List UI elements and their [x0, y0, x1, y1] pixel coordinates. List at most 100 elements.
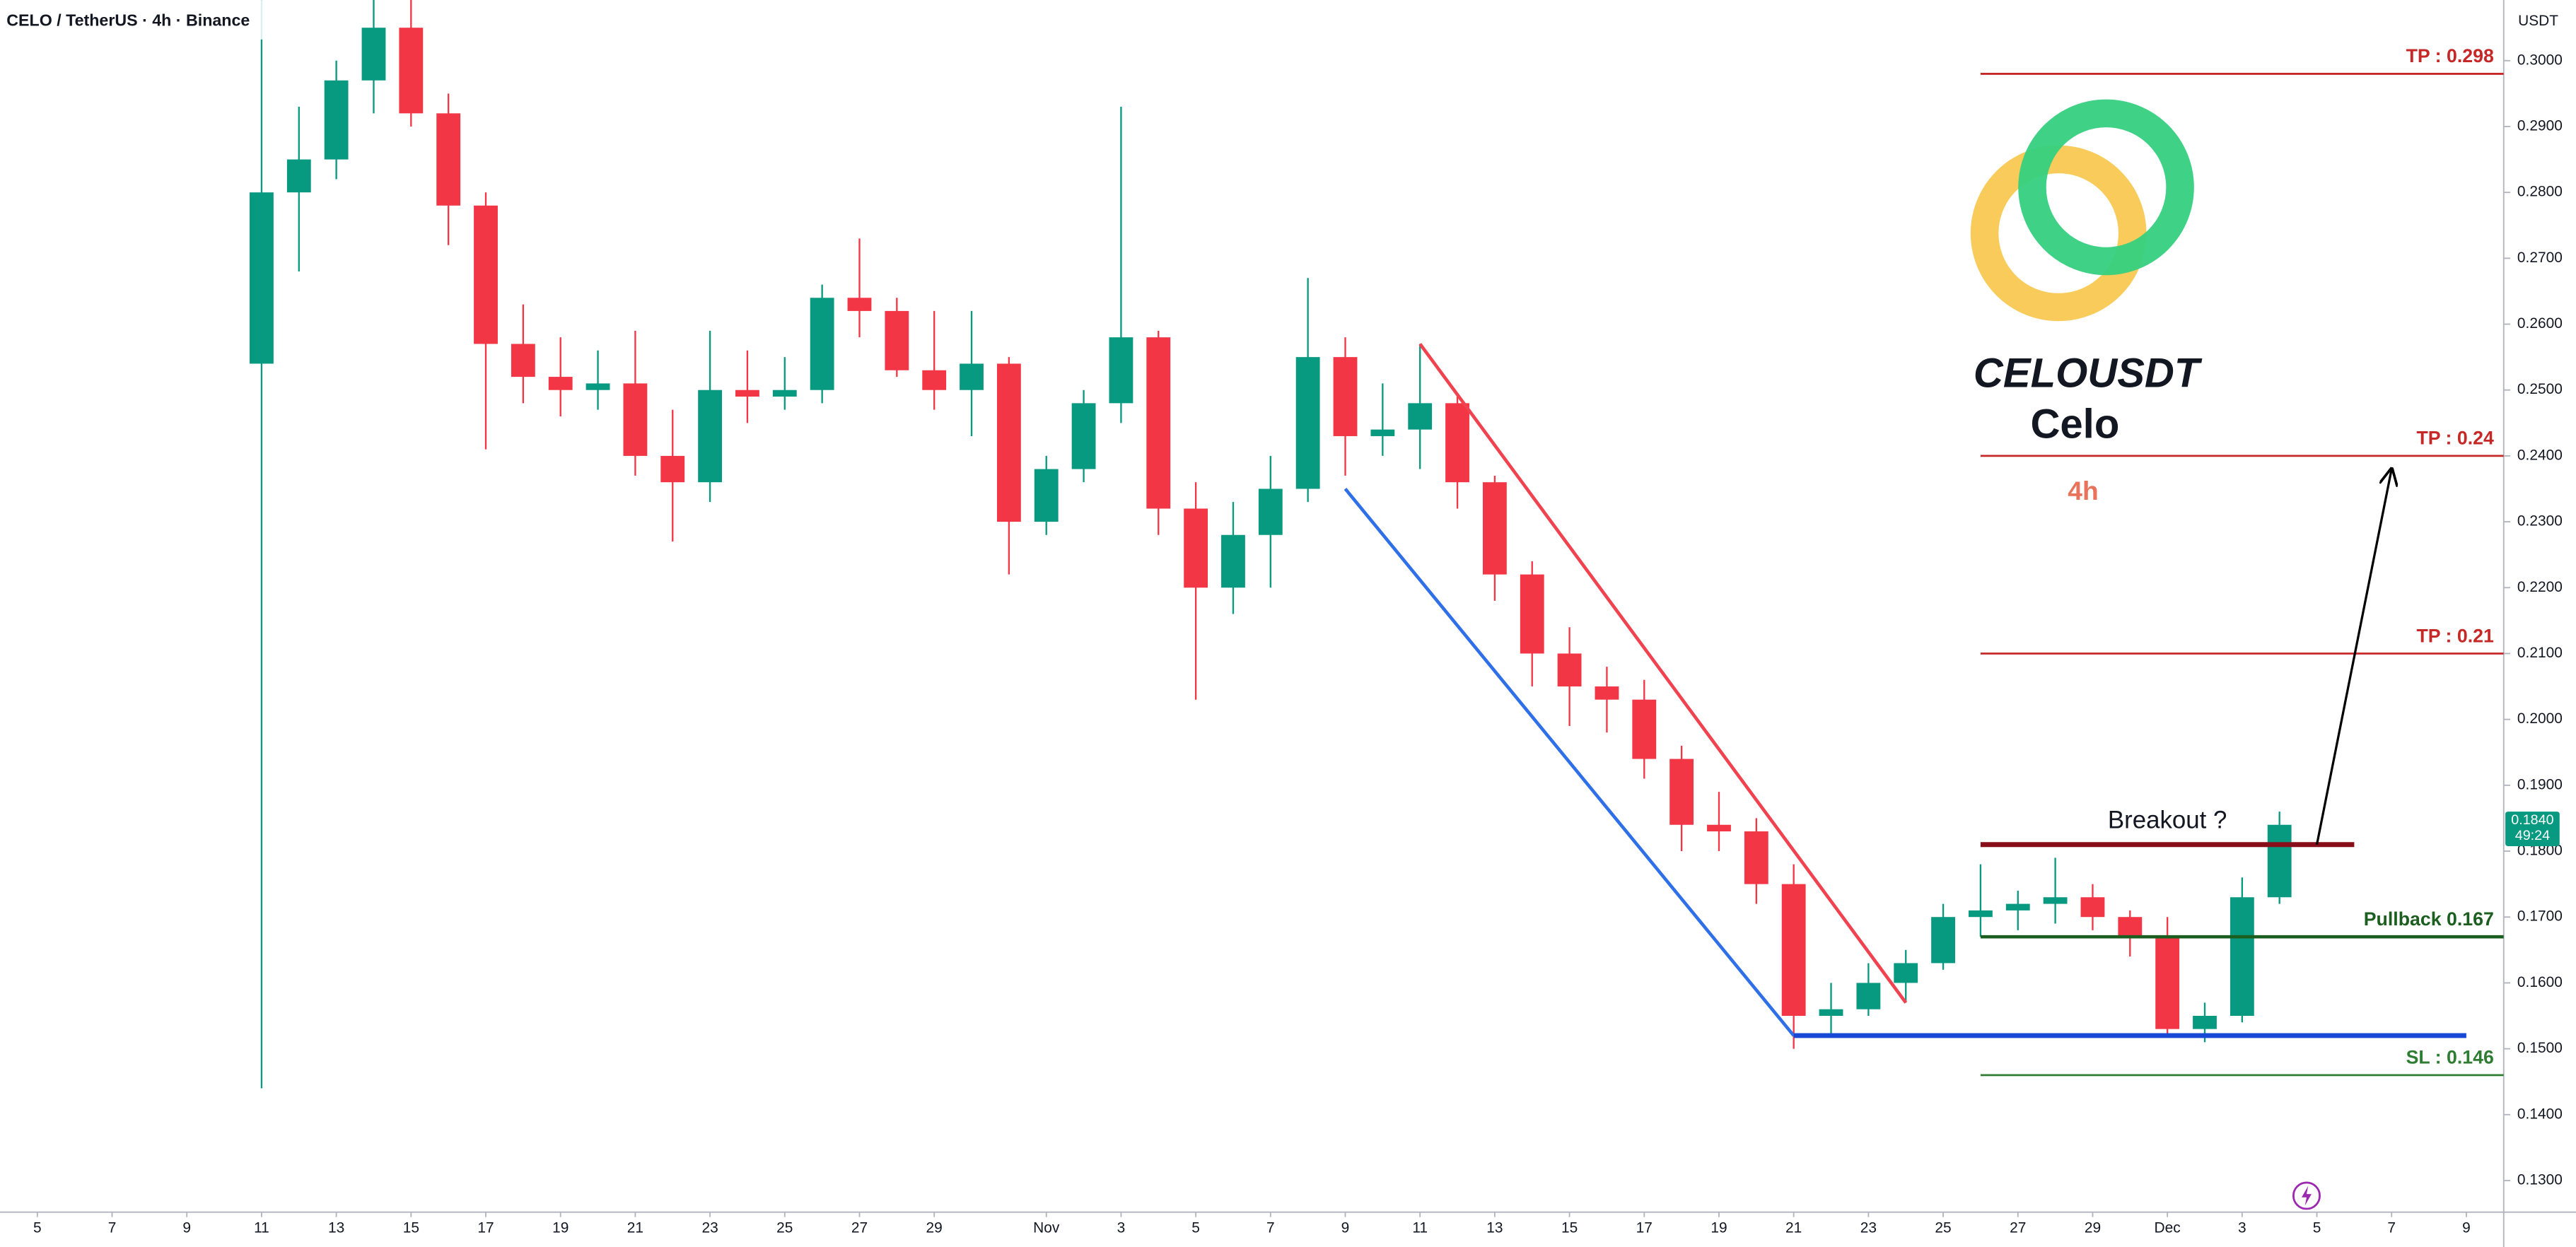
icon-bolt: [2302, 1185, 2312, 1206]
candle-body: [772, 390, 797, 397]
x-tick-label: 5: [33, 1219, 42, 1236]
logo-ring-green: [2018, 99, 2194, 276]
candle-body: [436, 113, 461, 206]
candle-body: [511, 344, 535, 377]
target-arrow: [2315, 469, 2392, 845]
candle-body: [324, 80, 349, 160]
candle-body: [1744, 831, 1768, 884]
candle-body: [1034, 469, 1059, 522]
y-tick-label: 0.2400: [2517, 447, 2563, 463]
candle-body: [2155, 937, 2180, 1029]
y-tick-label: 0.1700: [2517, 908, 2563, 925]
candle-body: [548, 377, 573, 390]
candle-body: [250, 192, 274, 364]
candle-body: [1669, 759, 1694, 825]
candle-body: [1370, 429, 1395, 436]
level-label: SL : 0.146: [2406, 1047, 2494, 1068]
candle-body: [286, 159, 311, 193]
y-tick-label: 0.2700: [2517, 250, 2563, 266]
level-label: TP : 0.298: [2406, 45, 2494, 66]
header-symbol: CELO / TetherUS · 4h · Binance: [6, 11, 250, 29]
candle-body: [2005, 903, 2030, 911]
x-tick-label: 19: [552, 1219, 569, 1236]
x-tick-label: 17: [1636, 1219, 1653, 1236]
trendline: [1344, 488, 1795, 1037]
x-tick-label: 15: [403, 1219, 419, 1236]
candle-body: [1445, 403, 1469, 483]
candle-body: [1856, 983, 1881, 1009]
x-tick-label: 25: [776, 1219, 793, 1236]
x-tick-label: 27: [2010, 1219, 2026, 1236]
candle-body: [735, 390, 759, 397]
y-tick-label: 0.2000: [2517, 710, 2563, 727]
candle-body: [1071, 403, 1096, 469]
candle-body: [1894, 963, 1918, 983]
candle-body: [1109, 337, 1133, 404]
replay-icon[interactable]: [2292, 1181, 2321, 1210]
candle-body: [399, 28, 424, 114]
x-tick-label: 27: [851, 1219, 868, 1236]
candle-body: [1295, 357, 1320, 489]
x-tick-label: 9: [182, 1219, 191, 1236]
candle-body: [885, 310, 909, 370]
x-tick-label: 7: [1266, 1219, 1275, 1236]
candle-body: [1482, 482, 1507, 575]
logo-name: Celo: [2030, 401, 2119, 447]
candle-body: [1146, 337, 1171, 509]
x-tick-label: 5: [2313, 1219, 2321, 1236]
x-tick-label: 7: [2387, 1219, 2396, 1236]
candle-body: [1333, 357, 1358, 436]
x-tick-label: 3: [1117, 1219, 1126, 1236]
plot-area: [250, 0, 2504, 1089]
candle-body: [1184, 508, 1208, 588]
candle-body: [1931, 917, 1955, 964]
y-tick-label: 0.2800: [2517, 184, 2563, 200]
candle-body: [1595, 686, 1619, 700]
level-label: TP : 0.24: [2416, 428, 2493, 449]
x-tick-label: Nov: [1033, 1219, 1060, 1236]
y-tick-label: 0.3000: [2517, 52, 2563, 68]
countdown-label: 49:24: [2515, 828, 2550, 843]
x-tick-label: 29: [2085, 1219, 2101, 1236]
y-tick-label: 0.2200: [2517, 579, 2563, 595]
x-tick-label: 23: [701, 1219, 718, 1236]
y-tick-label: 0.1400: [2517, 1106, 2563, 1122]
icon-ring: [2292, 1181, 2321, 1210]
candle-body: [1819, 1009, 1843, 1016]
y-tick-label: 0.1800: [2517, 843, 2563, 859]
x-tick-label: 11: [1412, 1219, 1428, 1236]
candle-body: [2118, 917, 2143, 937]
candle-body: [960, 363, 984, 390]
x-tick-label: 29: [926, 1219, 943, 1236]
x-tick-label: 9: [1341, 1219, 1350, 1236]
currency-label: USDT: [2518, 13, 2558, 29]
candle-body: [1781, 884, 1806, 1016]
candle-body: [474, 205, 498, 344]
candle-body: [922, 370, 947, 390]
logo-interval: 4h: [2068, 476, 2098, 505]
x-tick-label: 15: [1561, 1219, 1578, 1236]
x-tick-label: 21: [1785, 1219, 1802, 1236]
header-backdrop: [0, 0, 263, 40]
level-label: TP : 0.21: [2416, 625, 2493, 646]
candle-body: [1258, 488, 1283, 535]
x-tick-label: 5: [1191, 1219, 1200, 1236]
x-tick-label: 7: [108, 1219, 117, 1236]
y-tick-label: 0.1300: [2517, 1171, 2563, 1188]
logo: CELOUSDT Celo 4h: [1970, 99, 2203, 505]
candle-body: [847, 298, 872, 311]
y-tick-label: 0.1500: [2517, 1040, 2563, 1056]
candle-body: [660, 455, 685, 483]
x-tick-label: 23: [1860, 1219, 1877, 1236]
candle-body: [623, 383, 648, 456]
trendline: [1418, 343, 1908, 1004]
x-tick-label: 3: [2238, 1219, 2246, 1236]
x-tick-label: Dec: [2155, 1219, 2181, 1236]
candle-body: [1632, 699, 1657, 759]
candle-body: [2193, 1015, 2217, 1029]
x-tick-label: 13: [328, 1219, 344, 1236]
